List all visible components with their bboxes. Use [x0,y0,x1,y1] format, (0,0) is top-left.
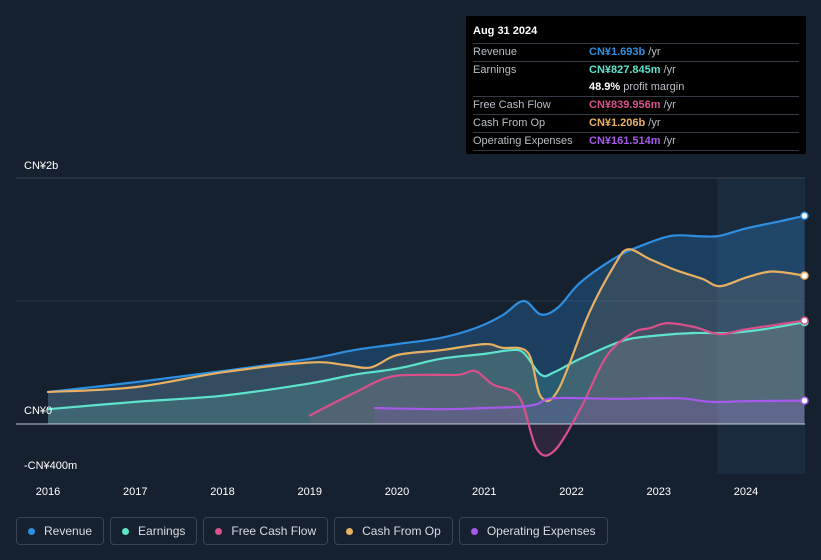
tooltip-row-value: CN¥839.956m [589,99,661,111]
tooltip-row-unit: /yr [648,46,661,58]
tooltip-row-unit: /yr [648,117,661,129]
tooltip-row-label: Earnings [473,64,517,76]
x-tick-label: 2017 [123,486,147,498]
tooltip-row-label: Revenue [473,46,518,58]
legend-label: Free Cash Flow [231,524,317,538]
line-earnings [46,321,806,411]
legend-dot [470,527,478,535]
line-cash-from-op [46,248,806,403]
legend-label: Cash From Op [362,524,441,538]
x-tick-label: 2016 [36,486,60,498]
marker-operating-expenses [800,396,809,405]
legend-label: Operating Expenses [486,524,596,538]
tooltip-row: Earnings CN¥827.845m/yr [473,62,799,79]
legend-item-earnings[interactable]: Earnings [110,517,198,545]
marker-cash-from-op [800,271,809,280]
tooltip-row-unit: /yr [663,99,676,111]
legend-item-cash-from-op[interactable]: Cash From Op [334,517,453,545]
line-free-cash-flow [308,319,806,457]
tooltip-row-unit: /yr [663,64,676,76]
tooltip-row: Revenue CN¥1.693b/yr [473,44,799,62]
tooltip: Aug 31 2024 Revenue CN¥1.693b/yr Earnings C… [466,16,806,154]
tooltip-date: Aug 31 2024 [473,16,799,44]
x-tick-label: 2020 [385,486,409,498]
area-cash-from-op [48,249,805,424]
y-label-top: CN¥2b [24,160,59,172]
marker-free-cash-flow [800,316,809,325]
tooltip-row-value: CN¥161.514m [589,135,661,147]
marker-revenue [800,211,809,221]
area-revenue [48,215,805,424]
tooltip-row-unit: profit margin [623,81,685,93]
legend-dot [346,527,354,535]
chart-area: 2016 2017 2018 2019 2020 2021 2022 2023 2024 [16,177,809,498]
legend-dot [28,527,35,535]
area-operating-expenses [375,397,805,424]
x-tick-label: 2023 [647,486,671,498]
legend: Revenue Earnings Free Cash Flow Cash From O… [16,517,614,545]
legend-dot [215,527,223,535]
tooltip-row: Cash From Op CN¥1.206b/yr [473,115,799,133]
legend-dot [122,527,130,535]
x-tick-label: 2019 [298,486,322,498]
legend-item-revenue[interactable]: Revenue [16,517,105,545]
tooltip-row-value: 48.9% [589,81,621,93]
tooltip-row-label: Operating Expenses [473,135,573,147]
legend-item-operating-expenses[interactable]: Operating Expenses [458,517,608,545]
tooltip-row-label [473,79,589,96]
tooltip-row: Operating Expenses CN¥161.514m/yr [473,133,799,151]
line-revenue [46,214,806,394]
legend-label: Earnings [138,524,186,538]
legend-item-free-cash-flow[interactable]: Free Cash Flow [203,517,329,545]
area-free-cash-flow [309,320,805,456]
y-label-bottom: -CN¥400m [24,460,78,472]
x-tick-label: 2024 [734,486,758,498]
tooltip-row: 48.9% profit margin [473,79,799,97]
y-label-zero: CN¥0 [24,405,53,417]
line-operating-expenses [374,396,806,411]
tooltip-row-label: Cash From Op [473,117,546,129]
tooltip-row-value: CN¥827.845m [589,64,661,76]
tooltip-row: Free Cash Flow CN¥839.956m/yr [473,97,799,115]
x-tick-label: 2021 [472,486,496,498]
x-tick-label: 2018 [210,486,234,498]
tooltip-row-value: CN¥1.206b [589,117,646,129]
legend-label: Revenue [44,524,93,538]
x-tick-label: 2022 [559,486,583,498]
tooltip-row-value: CN¥1.693b [589,46,646,58]
tooltip-row-unit: /yr [663,135,676,147]
tooltip-row-label: Free Cash Flow [473,99,551,111]
